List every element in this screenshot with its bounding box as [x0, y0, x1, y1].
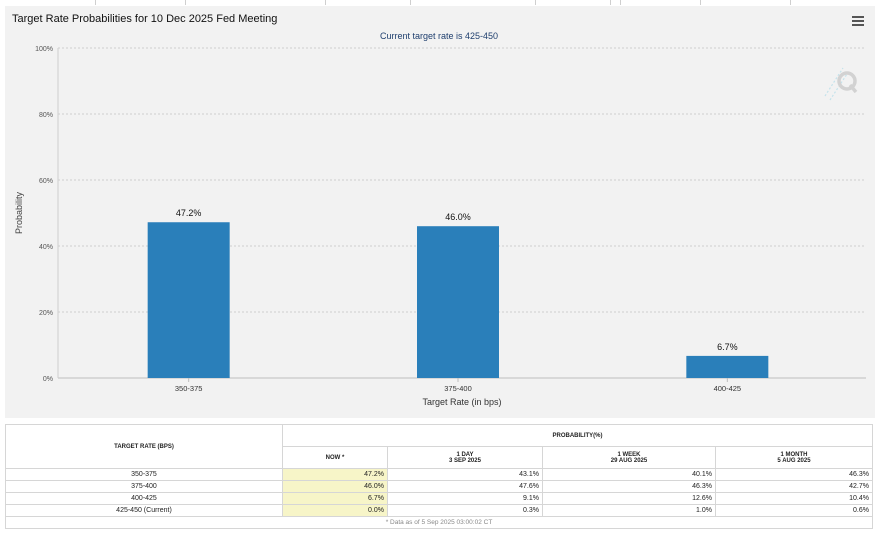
chart-title: Target Rate Probabilities for 10 Dec 202…	[12, 13, 278, 25]
day-cell: 9.1%	[387, 492, 543, 505]
col-header-1-month: 1 MONTH 5 AUG 2025	[715, 446, 873, 469]
day-cell: 43.1%	[387, 468, 543, 481]
y-tick-label: 40%	[39, 244, 53, 251]
probability-table-container: TARGET RATE (BPS) PROBABILITY(%) NOW * 1…	[5, 424, 875, 529]
top-divider	[700, 0, 701, 5]
x-tick-label: 400-425	[714, 384, 742, 393]
top-divider	[535, 0, 536, 5]
probability-header: PROBABILITY(%)	[282, 424, 873, 447]
week-cell: 46.3%	[542, 480, 716, 493]
bar-value-label: 46.0%	[445, 212, 471, 222]
now-cell: 0.0%	[282, 504, 388, 517]
month-cell: 10.4%	[715, 492, 873, 505]
now-cell: 46.0%	[282, 480, 388, 493]
x-tick-label: 350-375	[175, 384, 203, 393]
top-strip	[0, 0, 880, 6]
top-divider	[185, 0, 186, 5]
table-row: 350-375 47.2% 43.1% 40.1% 46.3%	[5, 468, 873, 481]
bar[interactable]	[686, 355, 769, 378]
top-divider	[610, 0, 611, 5]
y-tick-label: 100%	[35, 46, 53, 53]
y-axis-label: Probability	[14, 191, 24, 234]
top-divider	[95, 0, 96, 5]
table-row: 400-425 6.7% 9.1% 12.6% 10.4%	[5, 492, 873, 505]
rate-cell: 350-375	[5, 468, 283, 481]
day-cell: 47.6%	[387, 480, 543, 493]
bar-value-label: 47.2%	[176, 208, 202, 218]
y-tick-label: 0%	[43, 376, 53, 383]
data-timestamp-note: * Data as of 5 Sep 2025 03:00:02 CT	[5, 516, 873, 529]
bar[interactable]	[417, 226, 499, 378]
bar-chart: Current target rate is 425-450 0% 20% 40% 6…	[14, 31, 866, 407]
week-cell: 40.1%	[542, 468, 716, 481]
chart-panel: Target Rate Probabilities for 10 Dec 202…	[5, 6, 875, 418]
bar[interactable]	[147, 222, 230, 378]
y-tick-label: 20%	[39, 310, 53, 317]
probability-table: TARGET RATE (BPS) PROBABILITY(%) NOW * 1…	[5, 424, 873, 529]
chart-subtitle: Current target rate is 425-450	[380, 31, 498, 41]
now-cell: 47.2%	[282, 468, 388, 481]
month-cell: 42.7%	[715, 480, 873, 493]
watermark-logo-icon	[824, 67, 858, 101]
rate-cell: 375-400	[5, 480, 283, 493]
rate-cell: 400-425	[5, 492, 283, 505]
col-header-now: NOW *	[282, 446, 388, 469]
hamburger-menu-icon[interactable]	[852, 16, 864, 26]
month-cell: 46.3%	[715, 468, 873, 481]
bar-value-label: 6.7%	[717, 342, 738, 352]
x-tick-label: 375-400	[444, 384, 472, 393]
table-note-row: * Data as of 5 Sep 2025 03:00:02 CT	[5, 516, 873, 529]
col-header-1-week: 1 WEEK 29 AUG 2025	[542, 446, 716, 469]
y-tick-label: 80%	[39, 112, 53, 119]
target-rate-header: TARGET RATE (BPS)	[5, 424, 283, 469]
top-divider	[620, 0, 621, 5]
top-divider	[790, 0, 791, 5]
x-axis-label: Target Rate (in bps)	[422, 397, 501, 407]
day-cell: 0.3%	[387, 504, 543, 517]
week-cell: 1.0%	[542, 504, 716, 517]
top-divider	[325, 0, 326, 5]
rate-cell: 425-450 (Current)	[5, 504, 283, 517]
month-cell: 0.6%	[715, 504, 873, 517]
table-row: 375-400 46.0% 47.6% 46.3% 42.7%	[5, 480, 873, 493]
now-cell: 6.7%	[282, 492, 388, 505]
y-tick-label: 60%	[39, 178, 53, 185]
table-row: 425-450 (Current) 0.0% 0.3% 1.0% 0.6%	[5, 504, 873, 517]
top-divider	[410, 0, 411, 5]
week-cell: 12.6%	[542, 492, 716, 505]
col-header-1-day: 1 DAY 3 SEP 2025	[387, 446, 543, 469]
